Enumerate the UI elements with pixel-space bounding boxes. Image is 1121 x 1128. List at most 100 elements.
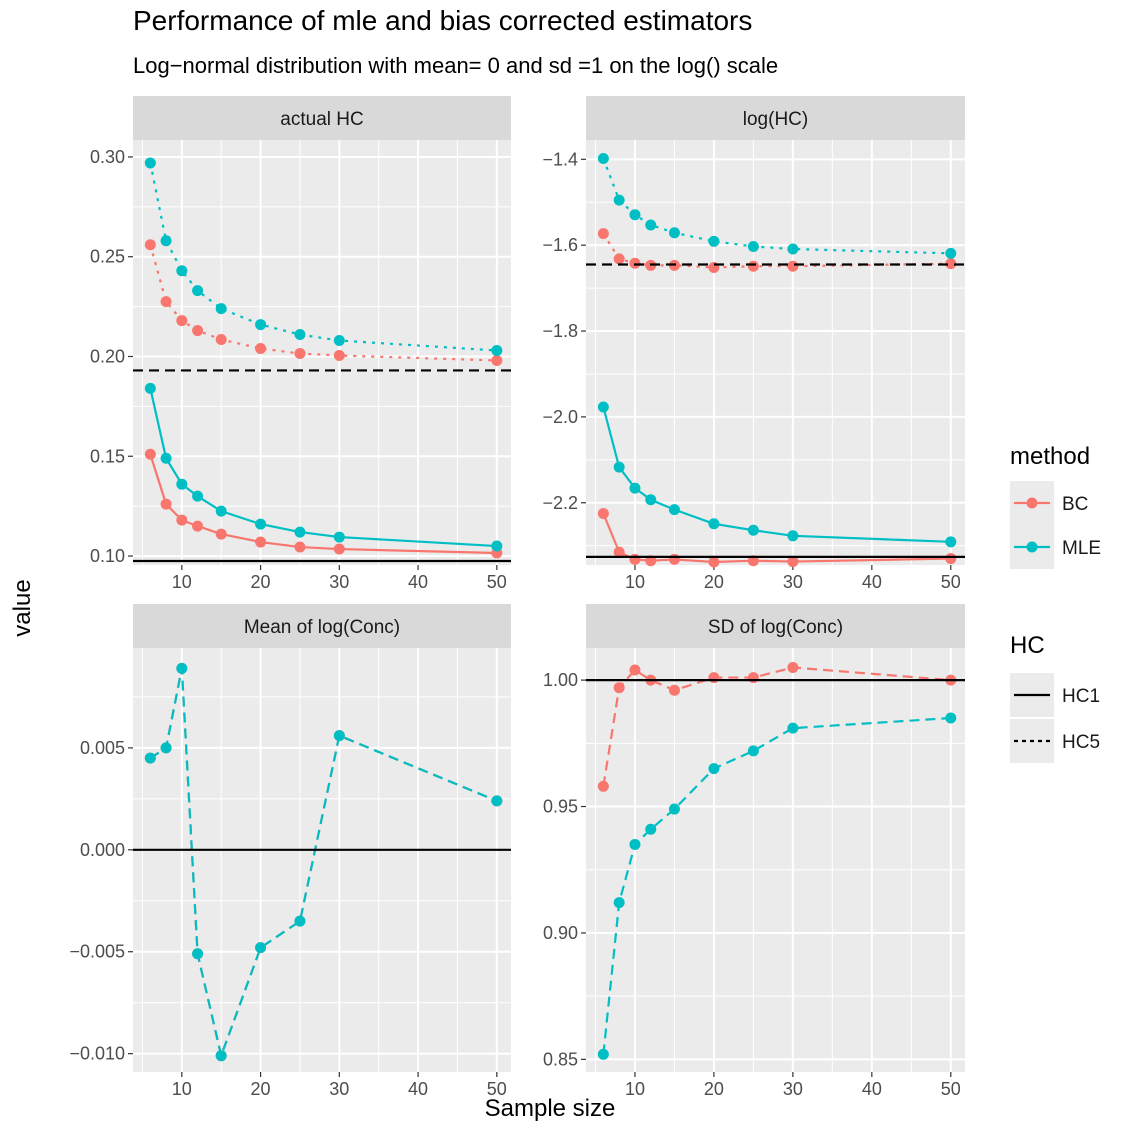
data-point-bc [708, 556, 720, 568]
data-point-mle [645, 494, 657, 506]
legend-item-label: BC [1062, 494, 1088, 515]
y-tick-label: 0.25 [90, 247, 125, 267]
data-point-mle [176, 662, 188, 674]
data-point-bc [747, 260, 759, 272]
x-tick-label: 50 [941, 1079, 961, 1099]
y-tick-label: 0.000 [80, 840, 125, 860]
y-tick-label: −2.2 [542, 493, 578, 513]
panels: actual HC 10 20 30 40 50 0.10 0.15 0.20 0.25 0.30 l… [69, 96, 965, 1099]
x-tick-label: 30 [783, 1079, 803, 1099]
data-point-mle [787, 722, 799, 734]
data-point-mle [613, 461, 625, 473]
data-point-mle [255, 319, 267, 331]
data-point-bc [645, 555, 657, 567]
panel-strip [133, 604, 511, 648]
data-point-mle [160, 452, 172, 464]
data-point-bc [144, 448, 156, 460]
y-tick-label: 0.20 [90, 346, 125, 366]
data-point-mle [333, 730, 345, 742]
data-point-mle [945, 536, 957, 548]
data-point-bc [176, 514, 188, 526]
data-point-mle [787, 243, 799, 255]
legend-item-label: HC5 [1062, 732, 1100, 753]
x-tick-label: 40 [862, 1079, 882, 1099]
data-point-bc [255, 343, 267, 355]
data-point-mle [747, 745, 759, 757]
data-point-mle [645, 823, 657, 835]
x-tick-label: 10 [625, 1079, 645, 1099]
y-tick-label: 0.005 [80, 738, 125, 758]
data-point-bc [215, 528, 227, 540]
data-point-bc [255, 536, 267, 548]
data-point-mle [945, 247, 957, 259]
data-point-bc [215, 334, 227, 346]
data-point-mle [629, 838, 641, 850]
data-point-mle [613, 194, 625, 206]
panel-background [586, 648, 965, 1072]
panel-background [133, 648, 511, 1072]
x-tick-label: 10 [172, 572, 192, 592]
data-point-mle [192, 285, 204, 297]
data-point-bc [613, 546, 625, 558]
y-tick-label: −1.6 [542, 235, 578, 255]
data-point-mle [787, 530, 799, 542]
x-tick-label: 40 [408, 1079, 428, 1099]
data-point-bc [192, 325, 204, 337]
panel-background [133, 140, 511, 565]
data-point-bc [787, 260, 799, 272]
data-point-bc [708, 672, 720, 684]
data-point-bc [333, 543, 345, 555]
data-point-mle [294, 915, 306, 927]
legend-title: HC [1010, 632, 1045, 659]
data-point-bc [945, 258, 957, 270]
data-point-mle [708, 235, 720, 247]
data-point-mle [160, 235, 172, 247]
y-tick-label: 0.10 [90, 546, 125, 566]
data-point-mle [176, 478, 188, 490]
x-tick-label: 10 [625, 572, 645, 592]
data-point-bc [629, 553, 641, 565]
data-point-mle [215, 505, 227, 517]
data-point-mle [708, 518, 720, 530]
x-tick-label: 20 [704, 572, 724, 592]
data-point-bc [333, 349, 345, 361]
chart-subtitle: Log−normal distribution with mean= 0 and… [133, 53, 778, 78]
data-point-bc [668, 553, 680, 565]
y-tick-label: 1.00 [543, 670, 578, 690]
x-tick-label: 40 [862, 572, 882, 592]
panel-strip-label: SD of log(Conc) [708, 617, 843, 638]
panel: actual HC 10 20 30 40 50 0.10 0.15 0.20 0.25 0.30 [90, 96, 511, 592]
y-tick-label: −0.010 [69, 1044, 125, 1064]
data-point-mle [160, 742, 172, 754]
data-point-mle [613, 897, 625, 909]
data-point-mle [144, 752, 156, 764]
legend-key-point [1026, 541, 1038, 553]
series-line-bc [602, 233, 951, 269]
y-tick-label: −0.005 [69, 942, 125, 962]
data-point-bc [294, 347, 306, 359]
data-point-bc [160, 498, 172, 510]
panel-strip [586, 96, 965, 140]
data-point-mle [215, 303, 227, 315]
panel-strip-label: actual HC [280, 109, 363, 130]
x-tick-label: 30 [329, 1079, 349, 1099]
data-point-mle [629, 209, 641, 221]
x-tick-label: 20 [251, 572, 271, 592]
data-point-bc [787, 661, 799, 673]
y-tick-label: 0.15 [90, 446, 125, 466]
y-tick-label: 0.95 [543, 797, 578, 817]
series-line-mle [149, 162, 497, 352]
data-point-mle [192, 948, 204, 960]
data-point-mle [333, 335, 345, 347]
data-point-mle [294, 526, 306, 538]
y-tick-label: −1.4 [542, 149, 578, 169]
data-point-mle [144, 157, 156, 169]
y-axis-title: value [9, 579, 36, 636]
legend-key-point [1026, 497, 1038, 509]
data-point-mle [491, 795, 503, 807]
data-point-mle [333, 531, 345, 543]
x-tick-label: 30 [329, 572, 349, 592]
data-point-mle [144, 382, 156, 394]
y-tick-label: −2.0 [542, 407, 578, 427]
legends: method BC MLE HC HC1 HC5 [1010, 443, 1101, 763]
